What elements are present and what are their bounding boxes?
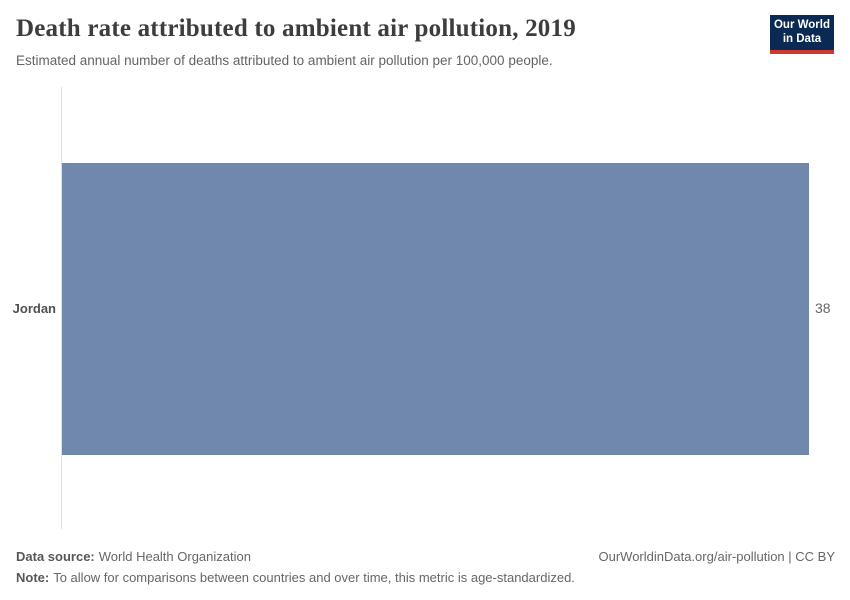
entity-label: Jordan <box>12 301 56 316</box>
note-label: Note: <box>16 570 50 585</box>
chart-subtitle: Estimated annual number of deaths attrib… <box>16 53 553 68</box>
y-axis-line <box>61 87 62 529</box>
chart-footer: Data source: World Health Organization Ou… <box>16 546 835 588</box>
data-source-label: Data source: <box>16 549 95 564</box>
owid-logo-line1: Our World <box>773 19 830 31</box>
credit-link[interactable]: OurWorldinData.org/air-pollution | CC BY <box>598 549 835 564</box>
note-line: Note: To allow for comparisons between co… <box>16 570 575 585</box>
note-value: To allow for comparisons between countri… <box>53 570 575 585</box>
value-label: 38 <box>815 300 831 316</box>
chart-title: Death rate attributed to ambient air pol… <box>16 15 576 42</box>
bar[interactable] <box>62 163 809 455</box>
owid-logo[interactable]: Our World in Data <box>770 15 834 54</box>
plot-area <box>62 163 809 455</box>
data-source-line: Data source: World Health Organization <box>16 546 251 567</box>
owid-logo-line2: in Data <box>782 33 822 45</box>
data-source-value: World Health Organization <box>98 549 251 564</box>
